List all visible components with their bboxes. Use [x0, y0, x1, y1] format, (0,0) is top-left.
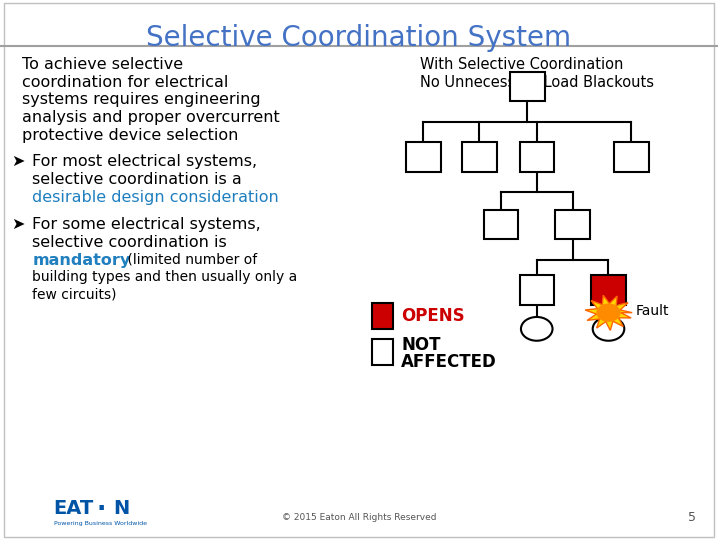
- Text: 5: 5: [688, 511, 696, 524]
- Text: few circuits): few circuits): [32, 287, 117, 301]
- Circle shape: [593, 317, 624, 341]
- Text: © 2015 Eaton All Rights Reserved: © 2015 Eaton All Rights Reserved: [282, 513, 436, 522]
- Text: coordination for electrical: coordination for electrical: [22, 75, 228, 90]
- Text: protective device selection: protective device selection: [22, 128, 238, 143]
- Text: With Selective Coordination: With Selective Coordination: [420, 57, 623, 72]
- Text: systems requires engineering: systems requires engineering: [22, 92, 260, 107]
- FancyBboxPatch shape: [520, 275, 554, 305]
- Text: ·: ·: [97, 497, 107, 521]
- FancyBboxPatch shape: [614, 142, 649, 172]
- FancyBboxPatch shape: [372, 303, 393, 329]
- Text: analysis and proper overcurrent: analysis and proper overcurrent: [22, 110, 279, 125]
- Text: EAT: EAT: [53, 499, 94, 518]
- FancyBboxPatch shape: [555, 210, 590, 239]
- Circle shape: [596, 303, 621, 322]
- Text: N: N: [113, 499, 130, 518]
- Text: selective coordination is: selective coordination is: [32, 235, 227, 250]
- Text: mandatory: mandatory: [32, 253, 130, 268]
- Text: Powering Business Worldwide: Powering Business Worldwide: [54, 521, 147, 526]
- Text: For some electrical systems,: For some electrical systems,: [32, 217, 261, 232]
- Text: selective coordination is a: selective coordination is a: [32, 172, 242, 187]
- Text: Selective Coordination System: Selective Coordination System: [146, 24, 572, 52]
- FancyBboxPatch shape: [510, 71, 544, 102]
- Text: (limited number of: (limited number of: [123, 253, 258, 267]
- Polygon shape: [585, 295, 632, 330]
- FancyBboxPatch shape: [484, 210, 518, 239]
- FancyBboxPatch shape: [406, 142, 441, 172]
- Text: AFFECTED: AFFECTED: [401, 353, 497, 371]
- Circle shape: [521, 317, 552, 341]
- Text: To achieve selective: To achieve selective: [22, 57, 183, 72]
- Text: ➤: ➤: [11, 217, 24, 232]
- Text: For most electrical systems,: For most electrical systems,: [32, 154, 258, 169]
- FancyBboxPatch shape: [462, 142, 497, 172]
- Text: Fault: Fault: [636, 304, 670, 318]
- Text: desirable design consideration: desirable design consideration: [32, 190, 279, 205]
- FancyBboxPatch shape: [372, 339, 393, 365]
- FancyBboxPatch shape: [591, 275, 626, 305]
- FancyBboxPatch shape: [520, 142, 554, 172]
- Text: ➤: ➤: [11, 154, 24, 169]
- Text: OPENS: OPENS: [401, 307, 464, 325]
- Text: No Unnecessary Load Blackouts: No Unnecessary Load Blackouts: [420, 75, 654, 90]
- Text: NOT: NOT: [401, 336, 441, 354]
- Text: building types and then usually only a: building types and then usually only a: [32, 270, 297, 284]
